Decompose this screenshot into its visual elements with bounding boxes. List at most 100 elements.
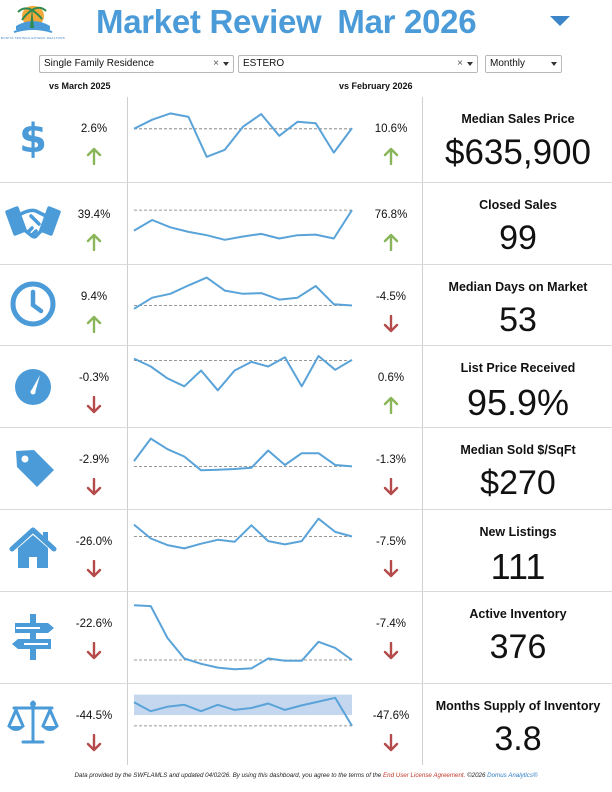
metric-title: Active Inventory — [469, 607, 567, 621]
mom-change: -4.5% — [375, 291, 407, 303]
arrow-down-icon — [383, 477, 399, 496]
house-icon — [2, 521, 64, 577]
footer-brand: Domus Analytics® — [487, 772, 538, 779]
mom-change: -7.5% — [375, 536, 407, 548]
report-period: Mar 2026 — [337, 3, 477, 40]
row-divider — [0, 264, 612, 265]
arrow-down-icon — [383, 559, 399, 578]
row-divider — [0, 182, 612, 183]
metric-title: List Price Received — [460, 361, 576, 375]
arrow-up-icon — [383, 233, 399, 252]
price-tag-icon — [2, 439, 64, 495]
chevron-down-icon[interactable] — [223, 62, 229, 66]
divider — [422, 97, 423, 765]
metric-value: 99 — [499, 219, 537, 257]
period-dropdown-icon[interactable] — [550, 16, 570, 26]
chevron-down-icon[interactable] — [551, 62, 557, 66]
trend-line — [133, 355, 353, 392]
range-band — [134, 694, 352, 716]
arrow-down-icon — [86, 559, 102, 578]
metric-value: 376 — [489, 628, 547, 666]
trend-line — [133, 517, 353, 550]
area-select[interactable]: ESTERO × — [238, 55, 478, 73]
yoy-column-header: vs March 2025 — [49, 81, 111, 91]
metric-title: New Listings — [479, 525, 557, 539]
clear-icon[interactable]: × — [213, 58, 219, 69]
chevron-down-icon[interactable] — [467, 62, 473, 66]
divider — [127, 97, 128, 765]
metric-value: $635,900 — [445, 133, 591, 172]
yoy-change: -2.9% — [78, 454, 110, 466]
mom-change: -1.3% — [375, 454, 407, 466]
arrow-up-icon — [86, 233, 102, 252]
mom-change: 10.6% — [374, 123, 408, 135]
trend-sparkline — [128, 348, 358, 426]
footer-copyright: ©2026 — [467, 772, 486, 779]
metric-value: 53 — [499, 301, 537, 339]
trend-sparkline — [128, 512, 358, 590]
property-type-select[interactable]: Single Family Residence × — [39, 55, 234, 73]
trend-line — [133, 696, 353, 727]
trend-line — [133, 209, 353, 241]
arrow-down-icon — [86, 477, 102, 496]
logo-text: BONITA SPRINGS-ESTERO REALTORS — [0, 36, 66, 40]
scales-icon — [2, 694, 64, 750]
metric-value: 95.9% — [466, 382, 570, 423]
trend-sparkline — [128, 594, 358, 682]
yoy-change: -26.0% — [75, 536, 113, 548]
area-value: ESTERO — [243, 58, 285, 69]
yoy-change: 2.6% — [80, 123, 108, 135]
metric-value: 111 — [490, 546, 546, 587]
mom-change: -7.4% — [375, 618, 407, 630]
arrow-down-icon — [86, 641, 102, 660]
row-divider — [0, 683, 612, 684]
trend-sparkline — [128, 267, 358, 344]
mom-change: 76.8% — [374, 209, 408, 221]
yoy-change: -44.5% — [75, 710, 113, 722]
gauge-icon — [2, 357, 64, 413]
page-title: Market Review Mar 2026 — [96, 3, 477, 41]
trend-line — [133, 276, 353, 310]
yoy-change: 39.4% — [77, 209, 111, 221]
signpost-icon — [2, 608, 64, 664]
eula-link[interactable]: End User License Agreement. — [383, 772, 466, 779]
clear-icon[interactable]: × — [457, 58, 463, 69]
footer-disclaimer: Data provided by the SWFLAMLS and update… — [74, 772, 382, 779]
trend-sparkline — [128, 185, 358, 263]
trend-sparkline — [128, 686, 358, 762]
arrow-up-icon — [86, 147, 102, 166]
title-text: Market Review — [96, 3, 322, 40]
property-type-value: Single Family Residence — [44, 58, 155, 69]
arrow-down-icon — [383, 641, 399, 660]
arrow-down-icon — [86, 733, 102, 752]
trend-sparkline — [128, 430, 358, 508]
row-divider — [0, 509, 612, 510]
metric-title: Closed Sales — [479, 198, 557, 212]
footer: Data provided by the SWFLAMLS and update… — [0, 772, 612, 779]
dollar-icon: $ — [2, 110, 64, 166]
trend-sparkline — [128, 99, 358, 181]
svg-text:$: $ — [19, 116, 47, 162]
arrow-down-icon — [383, 314, 399, 333]
metric-value: 3.8 — [494, 720, 542, 758]
arrow-up-icon — [86, 315, 102, 334]
row-divider — [0, 345, 612, 346]
mom-column-header: vs February 2026 — [339, 81, 413, 91]
brand-logo — [6, 2, 60, 48]
arrow-down-icon — [86, 395, 102, 414]
metric-title: Months Supply of Inventory — [435, 699, 601, 713]
frequency-select[interactable]: Monthly — [485, 55, 562, 73]
row-divider — [0, 427, 612, 428]
trend-line — [133, 604, 353, 671]
frequency-value: Monthly — [490, 58, 526, 69]
trend-line — [133, 112, 353, 158]
arrow-down-icon — [383, 733, 399, 752]
header: BONITA SPRINGS-ESTERO REALTORS Market Re… — [0, 0, 612, 50]
yoy-change: -22.6% — [75, 618, 113, 630]
clock-icon — [2, 276, 64, 332]
arrow-up-icon — [383, 147, 399, 166]
trend-line — [133, 437, 353, 472]
yoy-change: 9.4% — [80, 291, 108, 303]
metric-value: $270 — [480, 464, 556, 502]
metric-title: Median Days on Market — [448, 280, 588, 294]
